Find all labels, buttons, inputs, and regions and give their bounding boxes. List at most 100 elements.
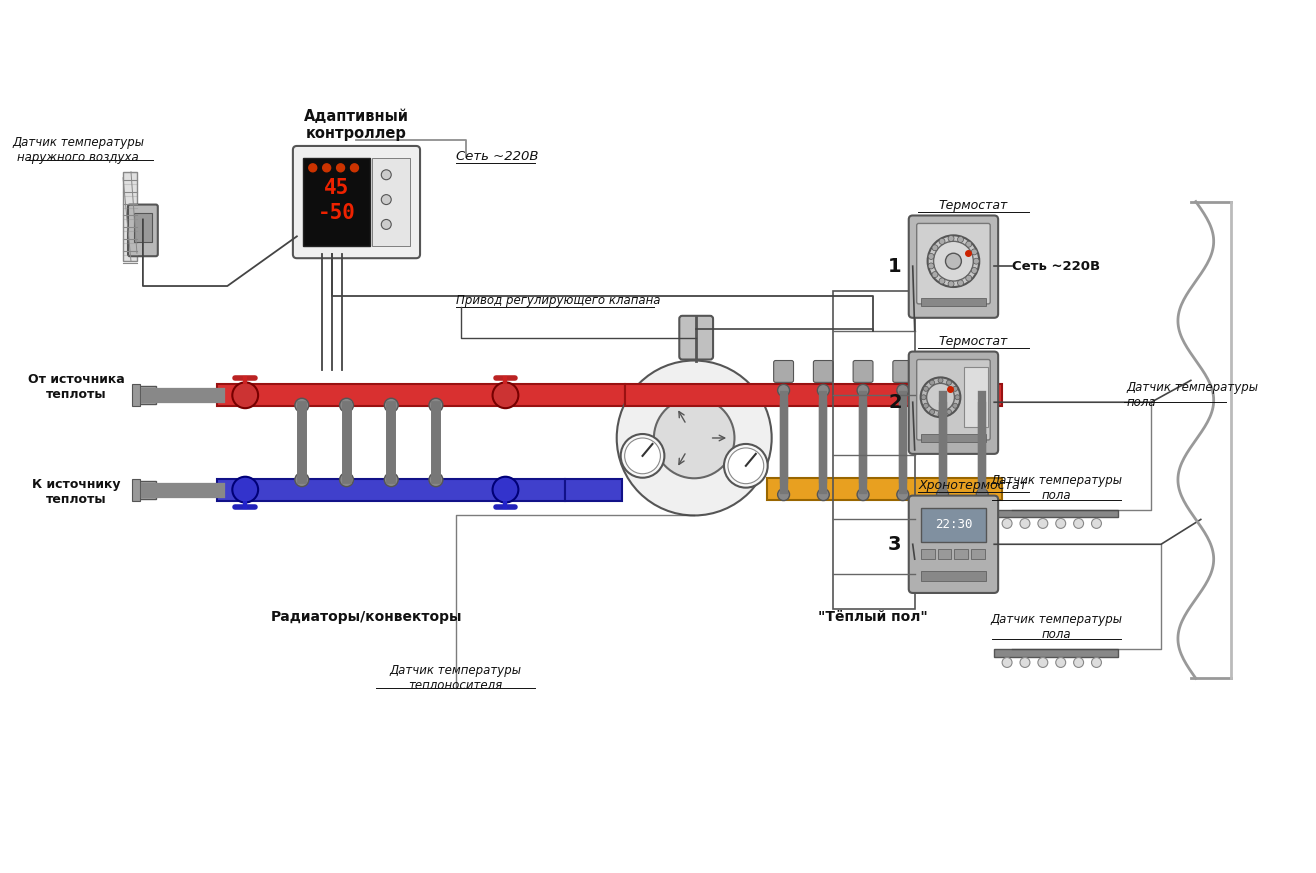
FancyBboxPatch shape	[679, 316, 713, 360]
Text: От источника
теплоты: От источника теплоты	[28, 374, 125, 402]
Circle shape	[384, 473, 399, 486]
Circle shape	[384, 398, 399, 412]
Circle shape	[976, 489, 988, 500]
Bar	[132, 478, 139, 500]
Circle shape	[945, 253, 962, 269]
Bar	[217, 478, 565, 500]
Circle shape	[778, 489, 790, 500]
FancyBboxPatch shape	[853, 361, 873, 382]
Circle shape	[953, 387, 958, 391]
Circle shape	[309, 164, 317, 172]
Bar	[937, 549, 951, 560]
Circle shape	[928, 236, 979, 287]
Text: Радиаторы/конвекторы: Радиаторы/конвекторы	[271, 609, 462, 624]
Circle shape	[295, 473, 309, 486]
FancyBboxPatch shape	[933, 361, 953, 382]
Circle shape	[929, 409, 934, 415]
Bar	[372, 158, 411, 246]
Circle shape	[429, 398, 443, 412]
Circle shape	[778, 384, 790, 396]
Circle shape	[974, 258, 979, 265]
Circle shape	[924, 387, 928, 391]
Text: Сеть ~220В: Сеть ~220В	[1012, 259, 1100, 272]
Text: -50: -50	[317, 203, 355, 223]
Circle shape	[940, 278, 945, 284]
Circle shape	[929, 380, 934, 385]
Bar	[833, 291, 915, 608]
Circle shape	[940, 238, 945, 244]
Circle shape	[946, 409, 951, 415]
Text: 45: 45	[324, 178, 349, 197]
Circle shape	[350, 164, 358, 172]
Circle shape	[938, 378, 944, 383]
Circle shape	[976, 384, 988, 396]
Bar	[138, 481, 155, 498]
Text: Датчик температуры
пола: Датчик температуры пола	[991, 613, 1123, 641]
Bar	[921, 298, 986, 306]
Text: Датчик температуры
пола: Датчик температуры пола	[1126, 382, 1258, 409]
Bar	[921, 571, 986, 581]
Circle shape	[1038, 519, 1048, 528]
Circle shape	[1055, 519, 1066, 528]
Bar	[921, 507, 986, 542]
Circle shape	[921, 395, 926, 400]
Bar	[303, 158, 370, 246]
Text: Термостат: Термостат	[938, 335, 1008, 348]
Text: Адаптивный
контроллер: Адаптивный контроллер	[304, 109, 409, 141]
Text: 1: 1	[888, 257, 901, 276]
Circle shape	[340, 398, 354, 412]
Circle shape	[382, 169, 391, 180]
Bar	[994, 510, 1119, 518]
FancyBboxPatch shape	[892, 361, 913, 382]
Circle shape	[1001, 519, 1012, 528]
Bar	[625, 384, 1001, 406]
Circle shape	[1055, 657, 1066, 668]
Circle shape	[948, 236, 954, 242]
Circle shape	[953, 403, 958, 409]
Circle shape	[933, 241, 974, 281]
Circle shape	[938, 412, 944, 416]
Text: Хронотермостат: Хронотермостат	[919, 479, 1028, 492]
FancyBboxPatch shape	[813, 361, 833, 382]
Circle shape	[382, 195, 391, 204]
Bar	[954, 549, 969, 560]
Circle shape	[921, 377, 961, 417]
Circle shape	[928, 263, 934, 269]
Circle shape	[337, 164, 345, 172]
Circle shape	[617, 361, 771, 515]
Circle shape	[492, 477, 519, 503]
FancyBboxPatch shape	[128, 204, 158, 256]
Circle shape	[857, 384, 869, 396]
Bar	[138, 387, 155, 404]
Circle shape	[233, 382, 258, 409]
Circle shape	[1020, 657, 1030, 668]
Circle shape	[958, 280, 963, 285]
FancyBboxPatch shape	[909, 352, 998, 454]
Text: 2: 2	[888, 393, 901, 412]
Text: К источнику
теплоты: К источнику теплоты	[32, 478, 121, 505]
Circle shape	[1091, 657, 1101, 668]
Circle shape	[654, 398, 734, 478]
Circle shape	[971, 249, 978, 255]
Bar	[767, 478, 1001, 499]
Circle shape	[857, 489, 869, 500]
Text: Привод регулирующего клапана: Привод регулирующего клапана	[455, 294, 661, 307]
Circle shape	[928, 253, 934, 259]
Circle shape	[937, 384, 949, 396]
Circle shape	[492, 382, 519, 409]
Bar	[132, 384, 139, 406]
Bar	[217, 384, 625, 406]
Circle shape	[926, 383, 954, 411]
Text: Датчик температуры
наружного воздуха: Датчик температуры наружного воздуха	[12, 136, 145, 164]
Circle shape	[946, 380, 951, 385]
Circle shape	[233, 477, 258, 503]
Circle shape	[322, 164, 330, 172]
Circle shape	[896, 384, 909, 396]
Circle shape	[724, 444, 767, 488]
Circle shape	[932, 244, 938, 251]
Circle shape	[340, 473, 354, 486]
Text: 22:30: 22:30	[934, 518, 973, 531]
Circle shape	[728, 448, 763, 484]
FancyBboxPatch shape	[909, 216, 998, 318]
Bar	[122, 172, 137, 261]
